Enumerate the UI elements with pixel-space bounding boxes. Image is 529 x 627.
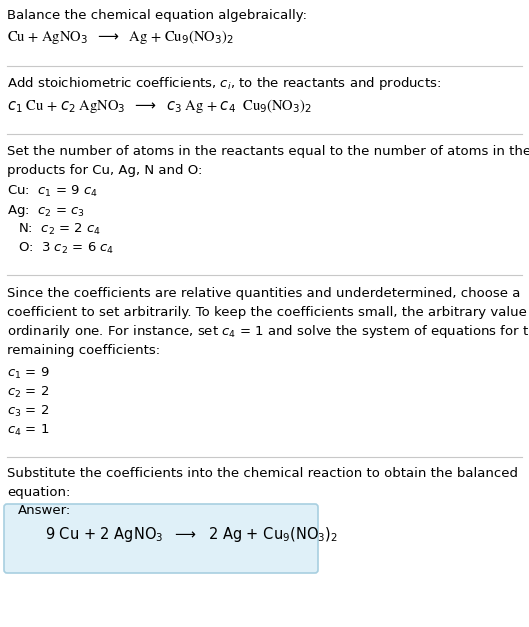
Text: Add stoichiometric coefficients, $c_i$, to the reactants and products:: Add stoichiometric coefficients, $c_i$, … <box>7 75 441 92</box>
Text: Cu:  $c_1$ = 9 $c_4$: Cu: $c_1$ = 9 $c_4$ <box>7 184 98 199</box>
Text: Cu + AgNO$_3$  $\longrightarrow$  Ag + Cu$_9$(NO$_3$)$_2$: Cu + AgNO$_3$ $\longrightarrow$ Ag + Cu$… <box>7 28 234 46</box>
FancyBboxPatch shape <box>4 504 318 573</box>
Text: $c_2$ = 2: $c_2$ = 2 <box>7 385 49 400</box>
Text: $c_3$ = 2: $c_3$ = 2 <box>7 404 49 419</box>
Text: $c_4$ = 1: $c_4$ = 1 <box>7 423 49 438</box>
Text: Ag:  $c_2$ = $c_3$: Ag: $c_2$ = $c_3$ <box>7 203 85 219</box>
Text: coefficient to set arbitrarily. To keep the coefficients small, the arbitrary va: coefficient to set arbitrarily. To keep … <box>7 306 529 319</box>
Text: equation:: equation: <box>7 486 70 499</box>
Text: $c_1$ = 9: $c_1$ = 9 <box>7 366 50 381</box>
Text: ordinarily one. For instance, set $c_4$ = 1 and solve the system of equations fo: ordinarily one. For instance, set $c_4$ … <box>7 323 529 340</box>
Text: N:  $c_2$ = 2 $c_4$: N: $c_2$ = 2 $c_4$ <box>18 222 101 237</box>
Text: 9 Cu + 2 AgNO$_3$  $\longrightarrow$  2 Ag + Cu$_9$(NO$_3$)$_2$: 9 Cu + 2 AgNO$_3$ $\longrightarrow$ 2 Ag… <box>45 525 338 544</box>
Text: Substitute the coefficients into the chemical reaction to obtain the balanced: Substitute the coefficients into the che… <box>7 467 518 480</box>
Text: remaining coefficients:: remaining coefficients: <box>7 344 160 357</box>
Text: Balance the chemical equation algebraically:: Balance the chemical equation algebraica… <box>7 9 307 22</box>
Text: Set the number of atoms in the reactants equal to the number of atoms in the: Set the number of atoms in the reactants… <box>7 145 529 158</box>
Text: O:  3 $c_2$ = 6 $c_4$: O: 3 $c_2$ = 6 $c_4$ <box>18 241 114 256</box>
Text: Answer:: Answer: <box>18 504 71 517</box>
Text: products for Cu, Ag, N and O:: products for Cu, Ag, N and O: <box>7 164 203 177</box>
Text: $c_1$ Cu + $c_2$ AgNO$_3$  $\longrightarrow$  $c_3$ Ag + $c_4$  Cu$_9$(NO$_3$)$_: $c_1$ Cu + $c_2$ AgNO$_3$ $\longrightarr… <box>7 97 312 115</box>
Text: Since the coefficients are relative quantities and underdetermined, choose a: Since the coefficients are relative quan… <box>7 287 521 300</box>
